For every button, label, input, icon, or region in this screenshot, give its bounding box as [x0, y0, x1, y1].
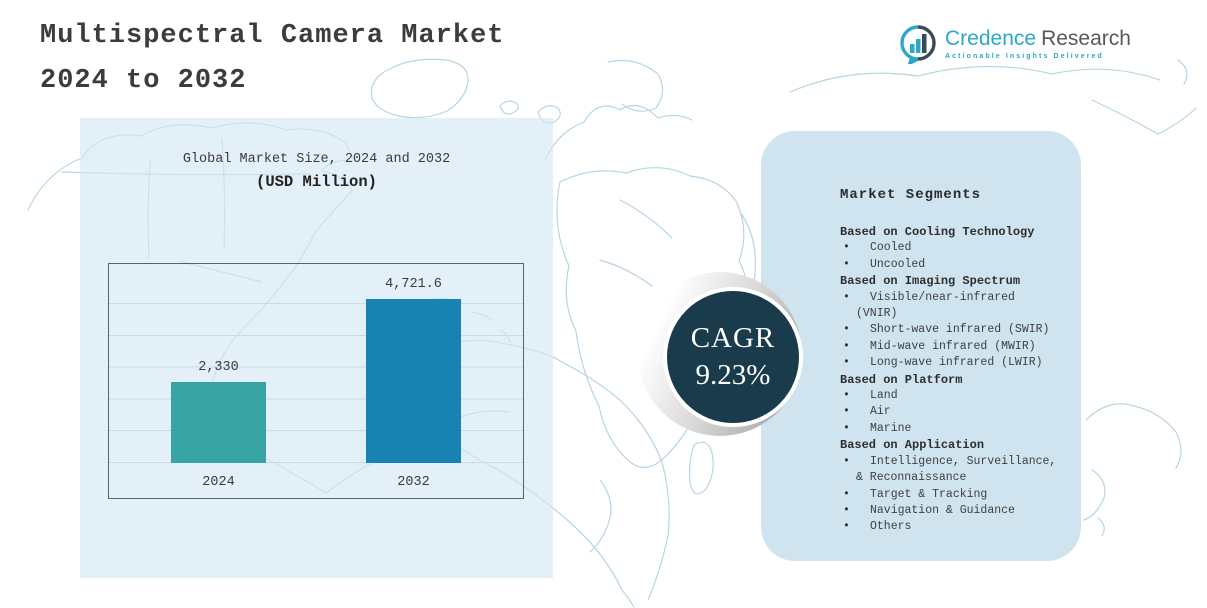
bar-chart: 2,330 2024 4,721.6 2032 — [108, 263, 524, 499]
segment-item: Air — [840, 404, 1057, 421]
bar-value-label: 2,330 — [198, 360, 239, 375]
segment-section-title: Based on Cooling Technology — [840, 225, 1035, 239]
segment-section-title: Based on Imaging Spectrum — [840, 274, 1021, 289]
market-segments-list: Based on Cooling TechnologyCooledUncoole… — [840, 224, 1057, 536]
x-axis-label-2032: 2032 — [397, 475, 430, 490]
bar-2024 — [171, 382, 266, 463]
segment-item: Cooled — [840, 240, 1057, 257]
segment-item: Navigation & Guidance — [840, 503, 1057, 520]
logo-text: Credence Research Actionable Insights Del… — [945, 24, 1131, 61]
cagr-label: CAGR — [690, 322, 776, 354]
bar-2032 — [366, 299, 461, 463]
bar-column-2024: 2,330 — [171, 360, 266, 463]
x-axis-label-2024: 2024 — [202, 475, 235, 490]
segment-section-title: Based on Platform — [840, 372, 963, 387]
market-segments-panel: Market Segments Based on Cooling Technol… — [761, 131, 1081, 561]
market-segments-heading: Market Segments — [840, 187, 982, 203]
segment-item: Land — [840, 388, 1057, 405]
segment-item: Visible/near-infrared (VNIR) — [840, 290, 1057, 323]
page-title: Multispectral Camera Market 2024 to 2032 — [40, 14, 504, 104]
segment-item: Long-wave infrared (LWIR) — [840, 355, 1057, 372]
cagr-value: 9.23% — [695, 359, 771, 391]
segment-item: Uncooled — [840, 257, 1057, 274]
page-title-line2: 2024 to 2032 — [40, 66, 247, 96]
chart-title-line2: (USD Million) — [256, 173, 377, 191]
segment-item: Marine — [840, 421, 1057, 438]
page-title-line1: Multispectral Camera Market — [40, 21, 505, 51]
segment-item: Intelligence, Surveillance, & Reconnaiss… — [840, 454, 1057, 487]
credence-research-logo: Credence Research Actionable Insights Del… — [898, 24, 1131, 64]
segment-item: Short-wave infrared (SWIR) — [840, 322, 1057, 339]
cagr-badge: CAGR 9.23% — [663, 287, 803, 427]
logo-brand-primary: Credence — [945, 27, 1037, 50]
bar-column-2032: 4,721.6 — [366, 277, 461, 463]
bar-value-label: 4,721.6 — [385, 277, 442, 292]
chart-title: Global Market Size, 2024 and 2032 (USD M… — [80, 150, 553, 194]
segment-section-title: Based on Application — [840, 438, 985, 453]
segment-item: Others — [840, 519, 1057, 536]
segment-item: Target & Tracking — [840, 487, 1057, 504]
segment-item: Mid-wave infrared (MWIR) — [840, 339, 1057, 356]
chart-title-line1: Global Market Size, 2024 and 2032 — [182, 152, 451, 167]
logo-brand-secondary: Research — [1041, 27, 1131, 50]
bar-chart-bubble-icon — [900, 25, 936, 64]
logo-tagline: Actionable Insights Delivered — [945, 53, 1104, 60]
